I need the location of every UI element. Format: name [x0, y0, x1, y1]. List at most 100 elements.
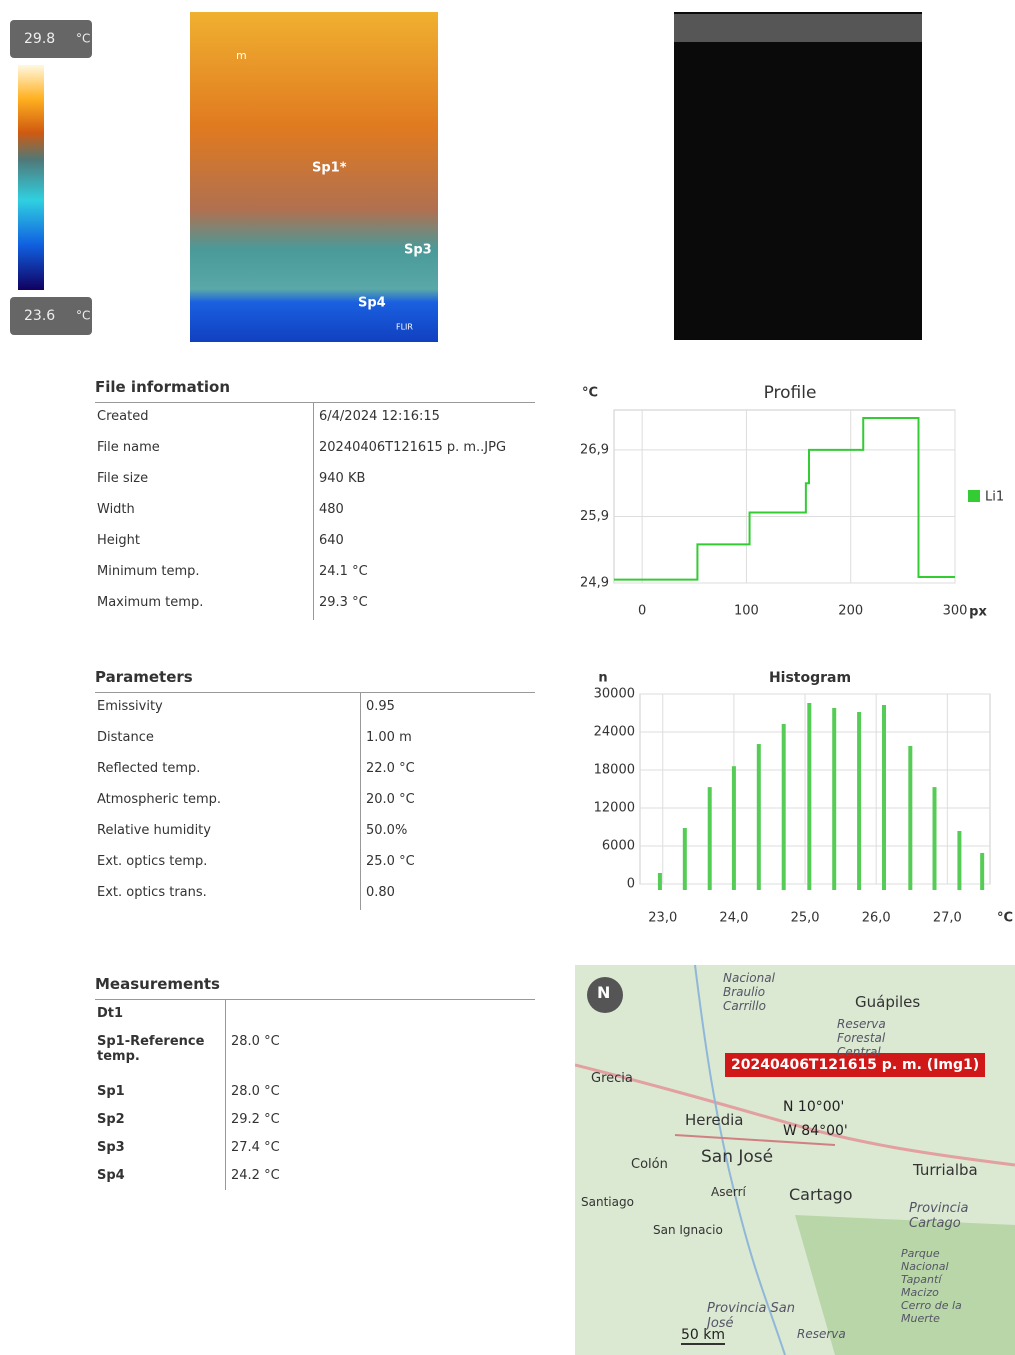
x-tick-label: 0 [638, 604, 646, 619]
info-table: File information Created 6/4/2024 12:16:15… [95, 378, 535, 620]
latitude: N 10°00' [783, 1099, 845, 1115]
table-divider [360, 755, 361, 786]
legend-swatch [968, 490, 980, 502]
max-unit: °C [76, 32, 90, 46]
table-row: Created 6/4/2024 12:16:15 [95, 403, 535, 434]
table-row: Minimum temp. 24.1 °C [95, 558, 535, 589]
table-header: Measurements [95, 975, 535, 1000]
color-scale [18, 65, 44, 290]
table-divider [360, 848, 361, 879]
max-box [10, 20, 92, 58]
row-label: Minimum temp. [97, 564, 200, 579]
table-row: File size 940 KB [95, 465, 535, 496]
y-tick-label: 25,9 [580, 509, 609, 524]
table-row: Dt1 [95, 1000, 535, 1028]
y-tick-label: 30000 [594, 687, 635, 702]
table-divider [225, 1106, 226, 1134]
map-place: Provincia San José [707, 1301, 795, 1331]
map-place: Santiago [581, 1195, 634, 1209]
map-place: Aserrí [711, 1185, 746, 1199]
x-tick-label: 200 [838, 604, 863, 619]
row-value: 20240406T121615 p. m..JPG [319, 440, 507, 455]
visual-highlight [674, 14, 922, 42]
histogram-bar [707, 787, 712, 890]
info-table: Parameters Emissivity 0.95 Distance 1.00 m Re… [95, 668, 535, 910]
row-label: Sp4 [97, 1168, 125, 1183]
table-row: Ext. optics temp. 25.0 °C [95, 848, 535, 879]
histogram-bar [781, 724, 786, 890]
y-tick-label: 6000 [602, 839, 635, 854]
table-divider [313, 434, 314, 465]
row-value: 29.3 °C [319, 595, 368, 610]
table-row: Sp4 24.2 °C [95, 1162, 535, 1190]
table-divider [225, 1028, 226, 1078]
longitude: W 84°00' [783, 1123, 848, 1139]
map-place: Guápiles [855, 993, 921, 1011]
row-label: Width [97, 502, 135, 517]
map-place: Reserva Forestal Central [837, 1017, 886, 1059]
x-tick-label: 300 [943, 604, 968, 619]
table-divider [313, 527, 314, 558]
table-divider [360, 724, 361, 755]
y-tick-label: 18000 [594, 763, 635, 778]
table-divider [225, 1078, 226, 1106]
map-place: Cartago [789, 1185, 853, 1204]
row-value: 22.0 °C [366, 761, 415, 776]
histogram-bar [980, 852, 985, 890]
table-row: Distance 1.00 m [95, 724, 535, 755]
row-label: File size [97, 471, 149, 486]
row-value: 640 [319, 533, 344, 548]
table-divider [360, 693, 361, 724]
images: 29.8 °C 23.6 °C m Sp1* Sp3 Sp4 FLIR [10, 12, 922, 342]
row-value: 0.80 [366, 885, 395, 900]
map-place: Reserva [797, 1327, 846, 1341]
y-tick-label: 26,9 [580, 442, 609, 457]
row-value: 480 [319, 502, 344, 517]
row-label: Ext. optics trans. [97, 885, 207, 900]
y-tick-label: 0 [627, 877, 635, 892]
histogram-bar [682, 828, 687, 890]
table-row: File name 20240406T121615 p. m..JPG [95, 434, 535, 465]
y-tick-label: 24,9 [580, 576, 609, 591]
min-unit: °C [76, 309, 90, 323]
table-divider [313, 496, 314, 527]
row-value: 20.0 °C [366, 792, 415, 807]
row-label: File name [97, 440, 160, 455]
brand: FLIR [396, 323, 413, 332]
row-value: 50.0% [366, 823, 408, 838]
histogram-bar [832, 707, 837, 890]
map-place: Grecia [591, 1071, 633, 1086]
x-tick-label: 100 [734, 604, 759, 619]
row-value: 25.0 °C [366, 854, 415, 869]
row-label: Distance [97, 730, 154, 745]
histogram-bar [908, 745, 913, 890]
chart-title: Profile [764, 383, 817, 403]
spot-label: Sp1* [312, 161, 347, 176]
map-place: Parque Nacional Tapantí Macizo Cerro de … [901, 1247, 962, 1325]
min-box [10, 297, 92, 335]
visual-image [674, 12, 922, 340]
row-value: 1.00 m [366, 730, 412, 745]
map-place: Nacional Braulio Carrillo [723, 971, 775, 1013]
table-row: Height 640 [95, 527, 535, 558]
x-tick-label: 26,0 [862, 911, 891, 926]
table-row: Reflected temp. 22.0 °C [95, 755, 535, 786]
histogram-bar [857, 711, 862, 890]
table-divider [225, 1162, 226, 1190]
row-value: 6/4/2024 12:16:15 [319, 409, 440, 424]
table-row: Emissivity 0.95 [95, 693, 535, 724]
row-value: 24.2 °C [231, 1168, 280, 1183]
row-label: Sp2 [97, 1112, 125, 1127]
table-divider [225, 1134, 226, 1162]
map-place: Turrialba [913, 1161, 978, 1179]
row-label: Height [97, 533, 140, 548]
map-marker: 20240406T121615 p. m. (Img1) [725, 1053, 986, 1077]
plot-area [639, 693, 991, 885]
table-divider [313, 589, 314, 620]
compass: N [597, 983, 611, 1002]
table-divider [313, 558, 314, 589]
histogram-bar [882, 705, 887, 890]
table-row: Sp2 29.2 °C [95, 1106, 535, 1134]
row-label: Reflected temp. [97, 761, 201, 776]
map-place: San José [701, 1147, 774, 1167]
